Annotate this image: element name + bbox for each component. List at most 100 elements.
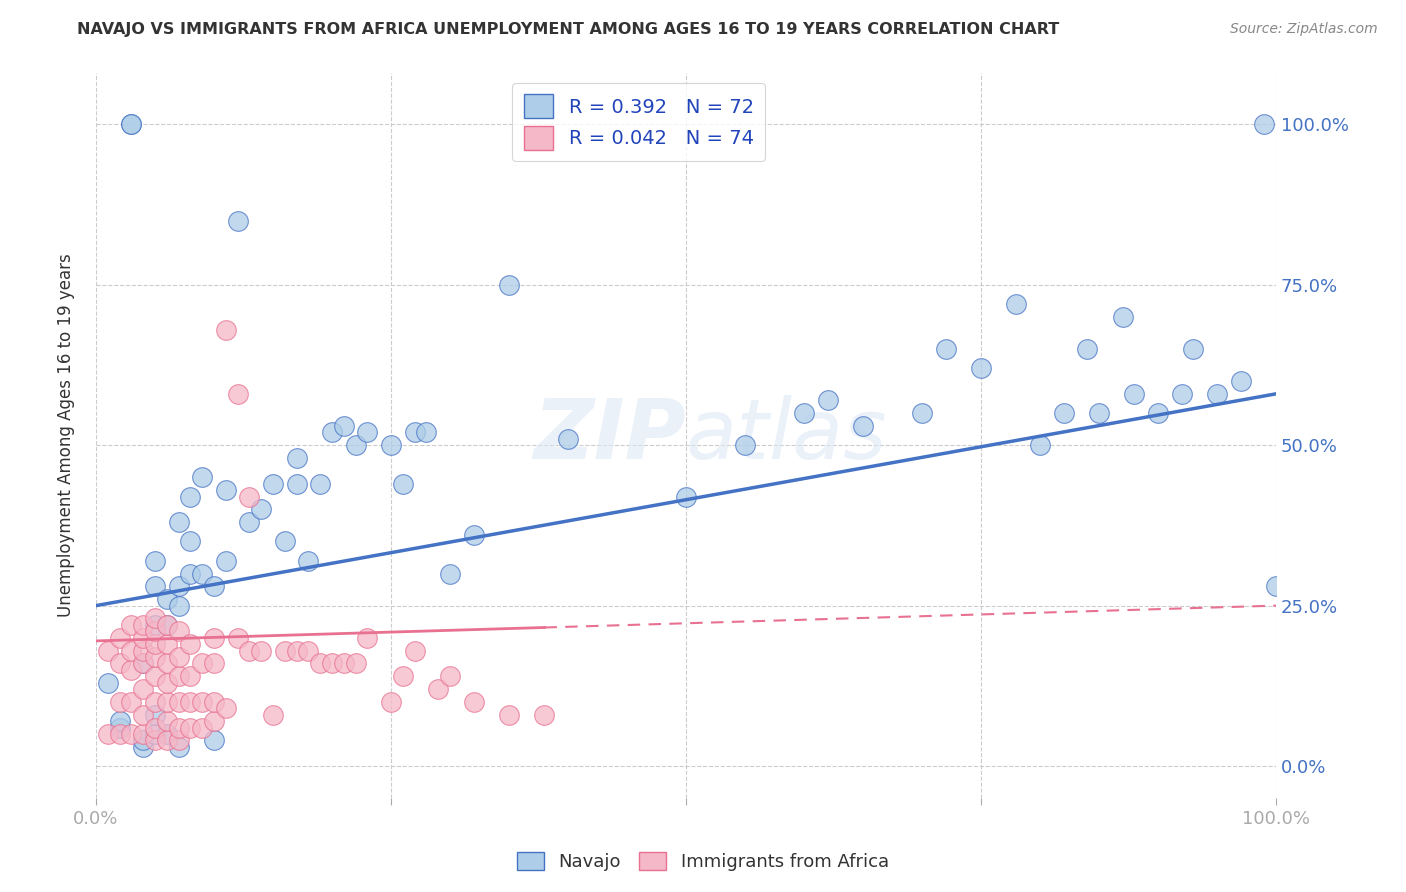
Point (191, 470, 214, 484)
Point (191, 721, 214, 735)
Point (1206, 387, 1229, 401)
Point (1182, 342, 1205, 356)
Point (285, 643, 308, 657)
Point (226, 213, 249, 227)
Point (215, 701, 238, 715)
Point (463, 695, 485, 709)
Point (817, 393, 839, 408)
Point (191, 695, 214, 709)
Point (167, 721, 190, 735)
Point (143, 579, 166, 593)
Point (167, 624, 190, 639)
Text: Source: ZipAtlas.com: Source: ZipAtlas.com (1230, 22, 1378, 37)
Point (132, 618, 155, 632)
Point (179, 637, 201, 651)
Point (238, 490, 260, 504)
Point (250, 643, 273, 657)
Point (120, 618, 142, 632)
Point (852, 419, 875, 434)
Point (238, 643, 260, 657)
Point (215, 323, 238, 337)
Point (179, 534, 201, 549)
Point (557, 432, 579, 446)
Point (1052, 406, 1074, 420)
Point (498, 707, 520, 722)
Point (1111, 310, 1133, 324)
Point (167, 599, 190, 613)
Point (156, 727, 179, 741)
Point (167, 669, 190, 683)
Point (274, 534, 297, 549)
Point (391, 476, 413, 491)
Point (226, 631, 249, 645)
Point (108, 727, 131, 741)
Point (120, 695, 142, 709)
Point (97, 643, 120, 657)
Point (427, 681, 450, 696)
Point (297, 643, 319, 657)
Point (380, 438, 402, 452)
Legend: R = 0.392   N = 72, R = 0.042   N = 74: R = 0.392 N = 72, R = 0.042 N = 74 (512, 83, 765, 161)
Point (179, 721, 201, 735)
Point (250, 502, 273, 516)
Point (191, 657, 214, 671)
Point (1029, 438, 1052, 452)
Point (143, 733, 166, 747)
Point (120, 663, 142, 677)
Point (143, 554, 166, 568)
Point (1088, 406, 1111, 420)
Point (297, 554, 319, 568)
Point (262, 476, 284, 491)
Point (321, 657, 343, 671)
Point (156, 637, 179, 651)
Point (202, 714, 225, 728)
Point (167, 733, 190, 747)
Point (404, 643, 426, 657)
Point (167, 649, 190, 664)
Point (262, 707, 284, 722)
Point (132, 643, 155, 657)
Point (191, 566, 214, 581)
Point (309, 476, 332, 491)
Point (156, 618, 179, 632)
Point (97, 727, 120, 741)
Point (285, 450, 308, 465)
Legend: Navajo, Immigrants from Africa: Navajo, Immigrants from Africa (510, 845, 896, 879)
Point (132, 727, 155, 741)
Point (285, 476, 308, 491)
Point (675, 490, 697, 504)
Point (238, 515, 260, 529)
Point (344, 438, 367, 452)
Point (533, 707, 555, 722)
Point (132, 739, 155, 754)
Point (132, 631, 155, 645)
Point (156, 714, 179, 728)
Point (143, 637, 166, 651)
Point (156, 592, 179, 607)
Point (143, 695, 166, 709)
Point (179, 695, 201, 709)
Y-axis label: Unemployment Among Ages 16 to 19 years: Unemployment Among Ages 16 to 19 years (58, 253, 75, 617)
Point (132, 681, 155, 696)
Point (108, 657, 131, 671)
Point (132, 707, 155, 722)
Point (391, 669, 413, 683)
Point (143, 611, 166, 625)
Point (143, 721, 166, 735)
Point (132, 657, 155, 671)
Point (404, 425, 426, 440)
Point (439, 669, 461, 683)
Point (274, 643, 297, 657)
Point (156, 733, 179, 747)
Point (439, 566, 461, 581)
Point (1123, 387, 1146, 401)
Point (167, 695, 190, 709)
Point (143, 624, 166, 639)
Point (143, 669, 166, 683)
Point (120, 117, 142, 131)
Point (1076, 342, 1098, 356)
Point (935, 342, 957, 356)
Point (179, 669, 201, 683)
Point (108, 695, 131, 709)
Point (380, 695, 402, 709)
